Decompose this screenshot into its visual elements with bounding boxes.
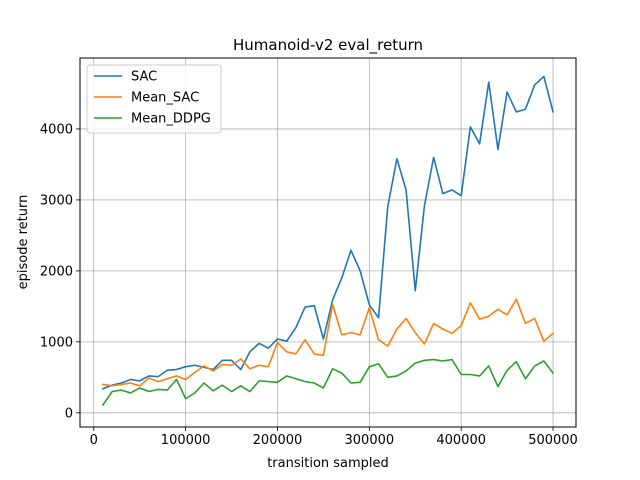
legend-label-mean-sac: Mean_SAC: [131, 91, 199, 106]
y-axis-label: episode return: [16, 195, 31, 290]
y-tick-label: 1000: [40, 335, 73, 350]
legend-entries: SAC Mean_SAC Mean_DDPG: [94, 70, 211, 127]
series-line-mean-sac: [102, 298, 555, 387]
grid: [80, 58, 576, 427]
legend-box: [86, 64, 222, 134]
legend-label-mean-ddpg: Mean_DDPG: [131, 112, 211, 127]
x-tick-label: 100000: [161, 433, 211, 448]
x-tick-label: 500000: [528, 433, 578, 448]
y-axis-ticks: 0 1000 2000 3000 4000: [40, 122, 80, 421]
legend-label-sac: SAC: [131, 70, 157, 85]
x-tick-label: 200000: [253, 433, 303, 448]
series-line-sac: [101, 75, 555, 390]
chart-title: Humanoid-v2 eval_return: [233, 36, 423, 55]
x-tick-label: 400000: [436, 433, 486, 448]
x-axis-label: transition sampled: [267, 456, 389, 471]
y-tick-label: 4000: [40, 122, 73, 137]
plot-frame: [79, 57, 577, 428]
legend: SAC Mean_SAC Mean_DDPG: [86, 64, 222, 134]
x-tick-label: 0: [90, 433, 98, 448]
series-line-mean-ddpg: [101, 358, 555, 407]
y-tick-label: 2000: [40, 264, 73, 279]
y-tick-label: 3000: [40, 193, 73, 208]
x-tick-label: 300000: [345, 433, 395, 448]
x-axis-ticks: 0 100000 200000 300000 400000 500000: [90, 427, 578, 448]
series-lines: [101, 75, 555, 407]
y-tick-label: 0: [65, 406, 73, 421]
